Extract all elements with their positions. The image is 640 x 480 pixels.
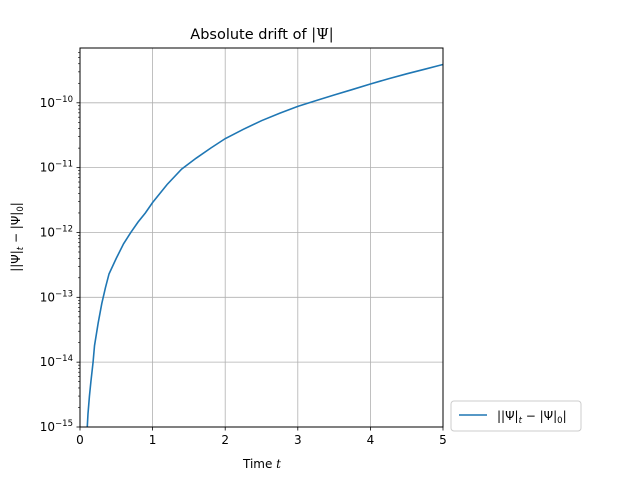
x-tick-label: 1 xyxy=(149,433,157,447)
x-axis-ticks: 0 1 2 3 4 5 xyxy=(76,427,447,447)
grid-lines xyxy=(79,48,444,428)
x-tick-label: 2 xyxy=(221,433,229,447)
y-tick-label: 10−11 xyxy=(40,160,73,175)
x-tick-label: 3 xyxy=(294,433,302,447)
y-tick-label: 10−15 xyxy=(40,419,73,434)
y-tick-label: 10−14 xyxy=(40,354,73,369)
series-line xyxy=(86,63,443,427)
x-axis-label: Time t xyxy=(242,457,281,471)
x-tick-label: 4 xyxy=(367,433,375,447)
plot-frame xyxy=(79,47,444,428)
x-tick-label: 5 xyxy=(439,433,447,447)
legend-entry-label: ||Ψ|t − |Ψ|0| xyxy=(497,409,567,426)
legend-box xyxy=(450,400,582,432)
y-tick-label: 10−10 xyxy=(40,95,73,110)
y-tick-label: 10−12 xyxy=(40,224,73,239)
legend: ||Ψ|t − |Ψ|0| xyxy=(450,400,582,432)
x-tick-label: 0 xyxy=(76,433,84,447)
y-axis-label: ||Ψ|t − |Ψ|0| xyxy=(9,202,26,272)
y-tick-label: 10−13 xyxy=(40,289,73,304)
chart-title: Absolute drift of |Ψ| xyxy=(190,27,333,43)
y-axis-ticks: 10−15 10−14 10−13 10−12 10−11 10−10 xyxy=(40,52,80,434)
